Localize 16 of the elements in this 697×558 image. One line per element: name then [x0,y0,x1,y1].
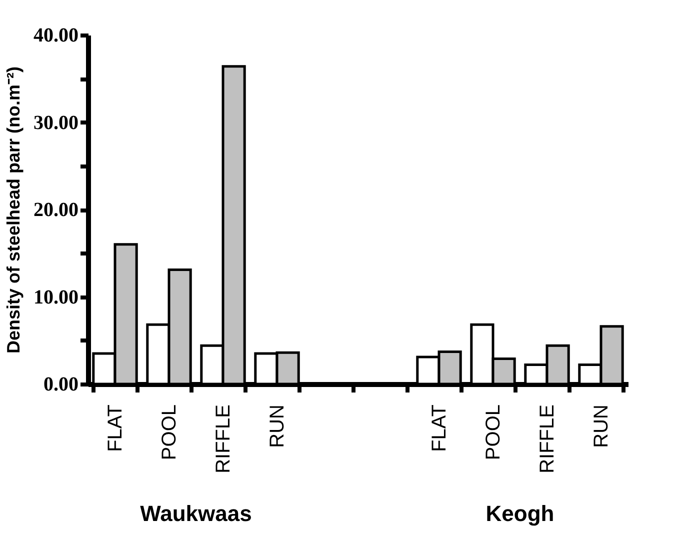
y-tick-label: 30.00 [34,112,78,134]
y-tick-label: 0.00 [44,374,78,396]
y-axis-title: Density of steelhead parr (no.m⁻²) [4,66,24,354]
y-tick-label: 20.00 [34,199,78,221]
x-tick-label: RIFFLE [212,404,234,474]
x-tick-label: POOL [482,404,504,460]
x-tick-label: RUN [266,404,288,448]
x-tick-label: FLAT [428,404,450,452]
y-tick-label: 10.00 [34,286,78,308]
x-tick-label: RUN [590,404,612,448]
x-tick-label: RIFFLE [536,404,558,474]
x-tick-label: FLAT [104,404,126,452]
text: Keogh [486,501,554,526]
y-tick-label: 40.00 [34,24,78,46]
text: Waukwaas [140,501,252,526]
x-tick-label: POOL [158,404,180,460]
